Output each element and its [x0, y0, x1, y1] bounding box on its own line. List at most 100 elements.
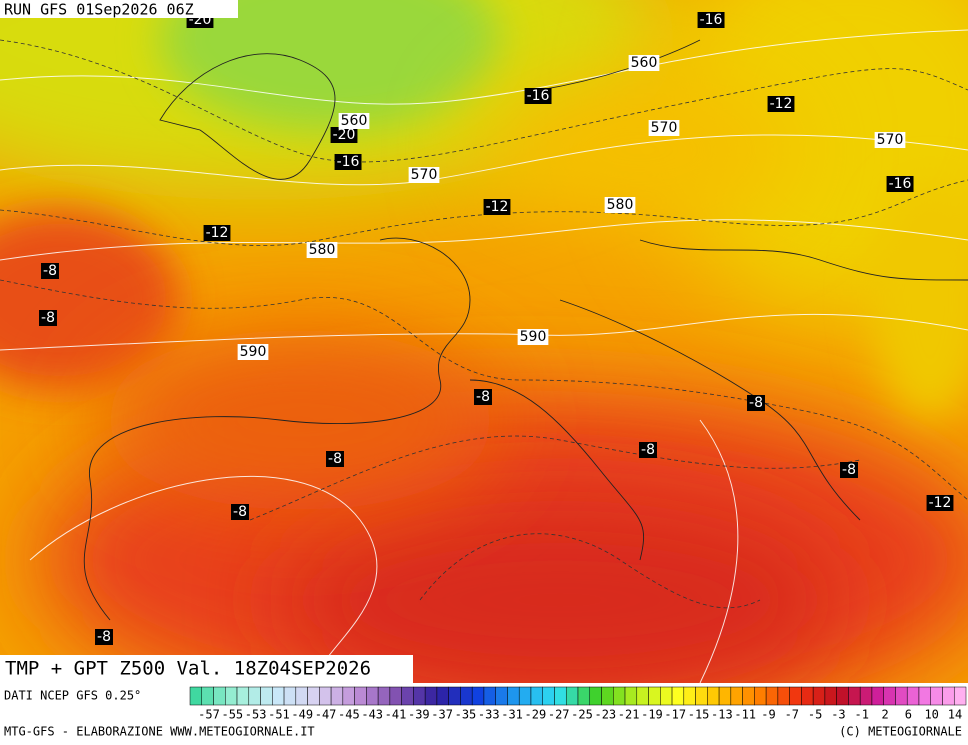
temperature-label-box [767, 96, 795, 112]
height-label: 560 [631, 55, 658, 71]
temperature-label-box [697, 12, 725, 28]
scale-swatch [565, 686, 579, 706]
scale-tick-label: -13 [711, 708, 733, 722]
scale-tick-label: -31 [501, 708, 523, 722]
temperature-label-box [926, 495, 954, 511]
height-label-box [648, 120, 680, 136]
height-label-box [604, 197, 636, 213]
temperature-label: -12 [486, 199, 509, 215]
scale-swatch [671, 686, 685, 706]
height-label: 580 [607, 197, 634, 213]
scale-swatch [189, 686, 203, 706]
scale-tick-label: -49 [291, 708, 313, 722]
scale-swatch [248, 686, 261, 706]
temperature-label-box [886, 176, 914, 192]
scale-swatch [707, 686, 720, 706]
scale-swatch [483, 686, 496, 706]
scale-swatch [765, 686, 779, 706]
scale-swatch [812, 686, 826, 706]
scale-swatch [895, 686, 908, 706]
height-label-box [306, 242, 338, 258]
temperature-label-box [39, 310, 57, 326]
temperature-label: -8 [749, 395, 763, 411]
scale-tick-label: -5 [808, 708, 822, 722]
scale-tick-label: -23 [594, 708, 616, 722]
height-label-box [517, 329, 549, 345]
height-label: 590 [520, 329, 547, 345]
scale-swatch [424, 686, 438, 706]
scale-swatch [213, 686, 226, 706]
scale-tick-label: -11 [734, 708, 756, 722]
scale-swatch [518, 686, 532, 706]
temperature-label: -8 [328, 451, 342, 467]
height-label-box [874, 132, 906, 148]
scale-swatch [660, 686, 673, 706]
scale-swatch [319, 686, 332, 706]
scale-swatch [648, 686, 661, 706]
temperature-label: -8 [233, 504, 247, 520]
temperature-label: -8 [476, 389, 490, 405]
height-label: 580 [309, 242, 336, 258]
header-box [0, 0, 238, 18]
temperature-label-box [41, 263, 59, 279]
scale-swatch [354, 686, 367, 706]
scale-swatch [636, 686, 649, 706]
scale-tick-label: -19 [641, 708, 663, 722]
scale-swatch [695, 686, 708, 706]
height-label-box [408, 167, 440, 183]
height-label: 590 [240, 344, 267, 360]
scale-swatch [225, 686, 238, 706]
scale-tick-label: -39 [408, 708, 430, 722]
scale-swatch [307, 686, 320, 706]
height-label: 570 [877, 132, 904, 148]
scale-tick-label: -45 [338, 708, 360, 722]
scale-tick-label: -3 [831, 708, 845, 722]
temperature-label: -8 [43, 263, 57, 279]
scale-swatch [295, 686, 308, 706]
scale-tick-label: -37 [431, 708, 453, 722]
scale-swatch [801, 686, 814, 706]
scale-swatch [272, 686, 285, 706]
scale-swatch [436, 686, 449, 706]
scale-tick-label: -51 [268, 708, 290, 722]
scale-swatch [789, 686, 802, 706]
scale-tick-label: -15 [688, 708, 710, 722]
scale-swatch [824, 686, 837, 706]
scale-tick-label: 10 [924, 708, 938, 722]
scale-swatch [624, 686, 638, 706]
scale-swatch [236, 686, 250, 706]
scale-swatch [742, 686, 755, 706]
scale-swatch [377, 686, 391, 706]
scale-swatch [953, 686, 967, 706]
scale-tick-label: -53 [245, 708, 267, 722]
temperature-label-box [840, 462, 858, 478]
scale-tick-label: -47 [315, 708, 337, 722]
scale-tick-label: 14 [948, 708, 962, 722]
temperature-label-box [747, 395, 765, 411]
scale-swatch [260, 686, 273, 706]
scale-tick-label: -43 [361, 708, 383, 722]
temperature-label-box [203, 225, 231, 241]
scale-tick-label: -29 [525, 708, 547, 722]
scale-tick-label: 6 [905, 708, 912, 722]
scale-swatch [471, 686, 485, 706]
scale-swatch [401, 686, 414, 706]
temperature-label: -12 [206, 225, 229, 241]
temperature-label-box [524, 88, 552, 104]
footer-title: TMP + GPT Z500 Val. 18Z04SEP2026 [5, 658, 371, 680]
scale-swatch [530, 686, 543, 706]
scale-swatch [389, 686, 402, 706]
temperature-label: -8 [641, 442, 655, 458]
height-label-box [628, 55, 660, 71]
scale-swatch [507, 686, 520, 706]
scale-swatch [330, 686, 344, 706]
temperature-label-box [474, 389, 492, 405]
scale-swatch [460, 686, 473, 706]
scale-tick-label: -27 [548, 708, 570, 722]
scale-tick-label: -57 [198, 708, 220, 722]
scale-swatch [366, 686, 379, 706]
scale-swatch [754, 686, 767, 706]
scale-swatch [542, 686, 555, 706]
temperature-label: -16 [527, 88, 550, 104]
